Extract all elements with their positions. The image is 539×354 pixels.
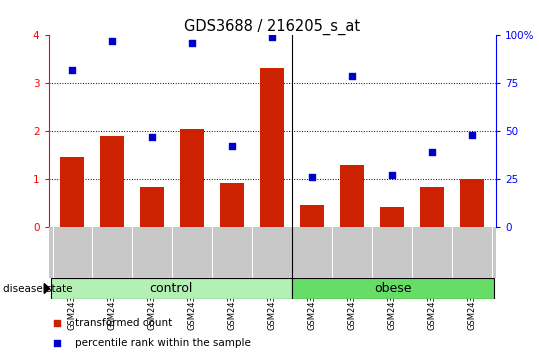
Point xyxy=(53,321,62,326)
Text: disease state: disease state xyxy=(3,284,72,293)
Point xyxy=(348,73,356,78)
Bar xyxy=(460,179,484,227)
Bar xyxy=(292,278,494,299)
Bar xyxy=(380,207,404,227)
Bar xyxy=(300,205,324,227)
Polygon shape xyxy=(44,284,50,293)
Text: percentile rank within the sample: percentile rank within the sample xyxy=(75,338,251,348)
Point xyxy=(308,174,316,180)
Bar xyxy=(181,129,204,227)
Bar xyxy=(420,187,444,227)
Bar xyxy=(140,187,164,227)
Bar xyxy=(340,165,364,227)
Title: GDS3688 / 216205_s_at: GDS3688 / 216205_s_at xyxy=(184,19,360,35)
Point xyxy=(228,143,237,149)
Point xyxy=(388,172,396,178)
Bar xyxy=(220,183,244,227)
Text: obese: obese xyxy=(374,282,412,295)
Point xyxy=(148,134,157,139)
Point xyxy=(188,40,197,46)
Bar xyxy=(51,278,292,299)
Text: transformed count: transformed count xyxy=(75,318,172,329)
Bar xyxy=(260,68,284,227)
Point xyxy=(268,34,277,40)
Point xyxy=(427,149,436,155)
Point xyxy=(53,341,62,346)
Point xyxy=(468,132,476,138)
Bar xyxy=(100,136,125,227)
Point xyxy=(68,67,77,73)
Bar xyxy=(60,157,85,227)
Text: control: control xyxy=(150,282,193,295)
Point xyxy=(108,38,117,44)
